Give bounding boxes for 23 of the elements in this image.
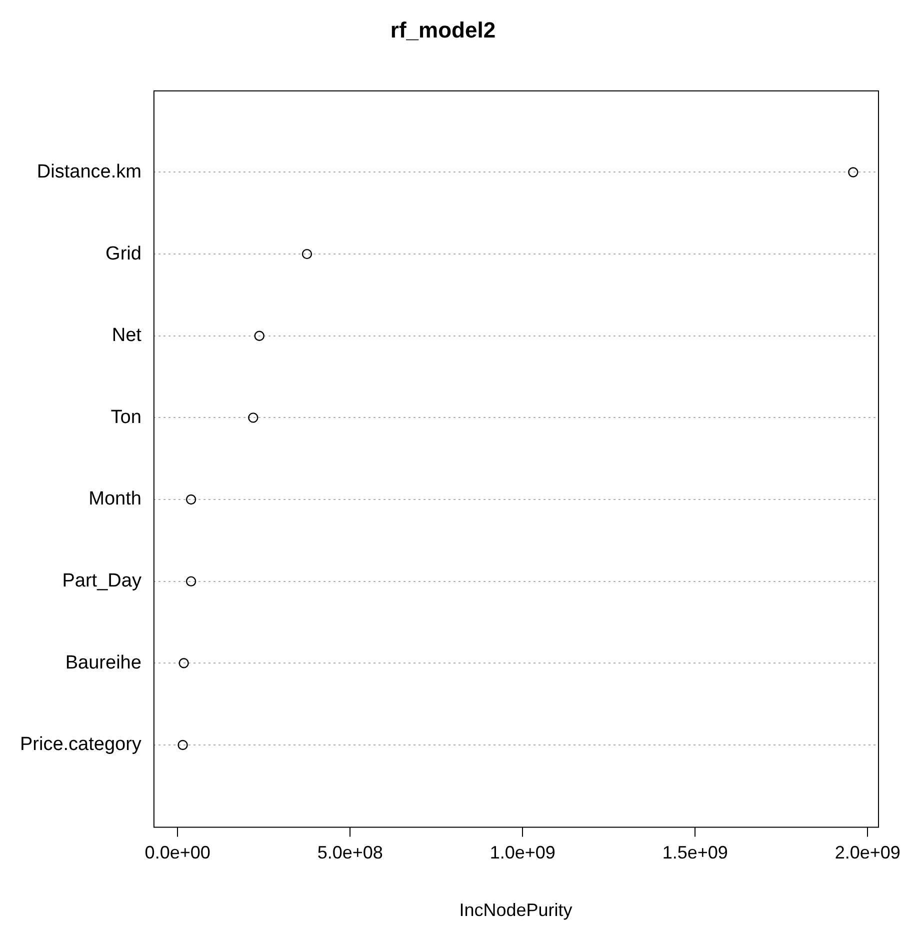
y-tick-label: Distance.km: [36, 161, 142, 182]
x-tick-label: 1.0e+09: [490, 842, 556, 863]
y-tick-label: Grid: [106, 243, 142, 264]
point: [248, 412, 258, 423]
y-tick-label: Price.category: [20, 734, 142, 756]
y-tick-label: Ton: [110, 406, 142, 428]
x-axis-title: IncNodePurity: [459, 900, 572, 920]
y-tick-label: Month: [88, 488, 142, 510]
y-tick-label: Baureihe: [65, 652, 142, 674]
y-tick-label: Part_Day: [62, 570, 142, 592]
point: [254, 330, 264, 341]
y-tick-label: Net: [112, 325, 142, 346]
chart-title: rf_model2: [390, 17, 496, 42]
x-tick-label: 1.5e+09: [662, 842, 728, 863]
x-tick-label: 0.0e+00: [144, 842, 210, 863]
x-tick-label: 2.0e+09: [834, 842, 900, 863]
point: [178, 658, 189, 668]
point: [848, 167, 858, 178]
point: [302, 248, 312, 260]
point: [186, 576, 196, 586]
point: [178, 740, 188, 750]
x-tick-label: 5.0e+08: [317, 842, 383, 863]
point: [186, 494, 196, 505]
